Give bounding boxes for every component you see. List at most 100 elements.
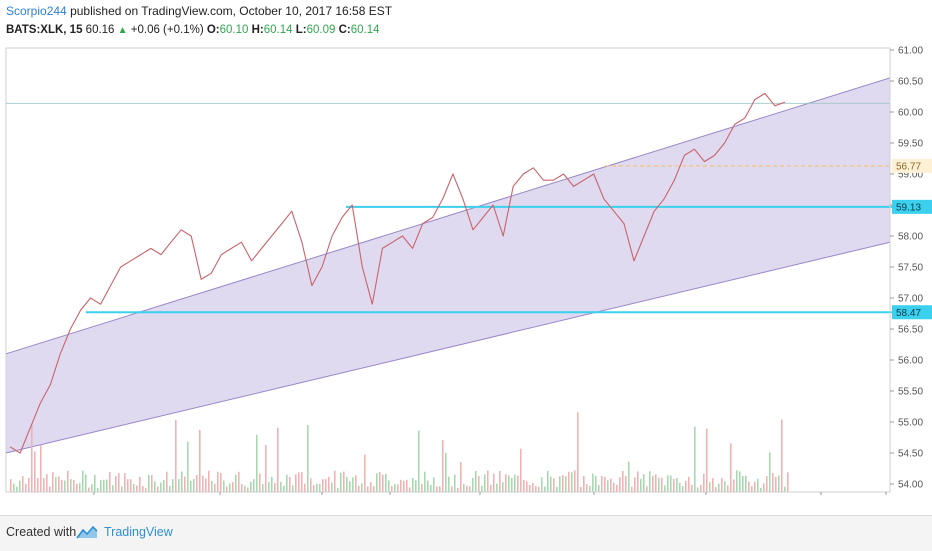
volume-bar — [130, 479, 132, 492]
volume-bar — [559, 476, 561, 492]
volume-bar — [607, 480, 609, 492]
volume-bar — [781, 419, 783, 492]
volume-bar — [415, 480, 417, 492]
volume-bar — [10, 479, 12, 492]
volume-bar — [151, 475, 153, 492]
volume-bar — [259, 473, 261, 492]
volume-bar — [22, 476, 24, 492]
volume-bar — [112, 485, 114, 492]
volume-bar — [601, 475, 603, 492]
volume-bar — [682, 486, 684, 492]
y-tick-label: 61.00 — [898, 46, 923, 57]
volume-bar — [226, 486, 228, 492]
volume-bar — [511, 477, 513, 492]
open-value: 60.10 — [219, 24, 249, 36]
volume-bar — [526, 481, 528, 492]
volume-bar — [421, 483, 423, 492]
volume-bar — [313, 485, 315, 492]
volume-bar — [385, 473, 387, 492]
volume-bar — [718, 483, 720, 492]
volume-bar — [454, 474, 456, 492]
volume-bar — [94, 474, 96, 492]
volume-bar — [103, 479, 105, 492]
volume-bar — [304, 483, 306, 492]
volume-bar — [523, 480, 525, 492]
volume-bar — [499, 470, 501, 492]
author-link[interactable]: Scorpio244 — [6, 4, 67, 18]
volume-bar — [760, 487, 762, 492]
volume-bar — [250, 481, 252, 492]
volume-bar — [79, 483, 81, 492]
volume-bar — [175, 419, 177, 492]
volume-bar — [439, 486, 441, 492]
volume-bar — [202, 475, 204, 492]
volume-bar — [481, 485, 483, 492]
volume-bar — [97, 487, 99, 492]
volume-bar — [583, 476, 585, 492]
volume-bar — [592, 473, 594, 492]
volume-bar — [754, 481, 756, 492]
volume-bar — [163, 480, 165, 492]
volume-bar — [271, 476, 273, 492]
channel-upper-line[interactable] — [5, 77, 891, 355]
volume-bar — [49, 486, 51, 492]
volume-bar — [712, 478, 714, 492]
volume-bar — [307, 425, 309, 492]
volume-bar — [616, 484, 618, 492]
volume-bar — [145, 487, 147, 492]
volume-bar — [490, 484, 492, 492]
volume-bar — [466, 485, 468, 492]
volume-bar — [244, 485, 246, 492]
volume-bar — [190, 480, 192, 492]
volume-bar — [139, 476, 141, 492]
volume-bar — [496, 483, 498, 492]
volume-bar — [448, 476, 450, 492]
volume-bar — [535, 486, 537, 492]
volume-bar — [532, 483, 534, 492]
volume-bar — [562, 475, 564, 492]
volume-bar — [274, 483, 276, 492]
volume-bar — [181, 471, 183, 492]
price-change: +0.06 (+0.1%) — [130, 24, 204, 36]
volume-bar — [658, 477, 660, 492]
volume-bar — [70, 479, 72, 492]
volume-bar — [502, 482, 504, 492]
volume-bar — [58, 476, 60, 492]
open-label: O: — [206, 24, 220, 36]
tradingview-brand[interactable]: TradingView — [104, 525, 173, 539]
volume-bar — [196, 475, 198, 492]
volume-bar — [265, 444, 267, 492]
last-price: 60.16 — [85, 24, 115, 36]
volume-bar — [67, 470, 69, 492]
volume-bar — [352, 477, 354, 492]
y-tick-label: 55.50 — [898, 387, 923, 398]
price-chart[interactable]: 61.0060.5060.0059.5059.0058.5058.0057.50… — [0, 40, 932, 495]
volume-bar — [709, 482, 711, 492]
volume-bar — [460, 462, 462, 492]
volume-bar — [565, 476, 567, 492]
volume-bar — [427, 480, 429, 492]
volume-bar — [382, 474, 384, 492]
volume-bar — [556, 486, 558, 492]
channel-lower-line[interactable] — [5, 241, 891, 454]
volume-bar — [172, 479, 174, 492]
volume-bar — [514, 474, 516, 492]
volume-bar — [322, 479, 324, 492]
volume-bar — [52, 472, 54, 492]
volume-bar — [268, 482, 270, 492]
price-tag-box — [892, 305, 932, 320]
price-series-line — [9, 92, 786, 454]
volume-bar — [247, 487, 249, 492]
volume-bar — [298, 472, 300, 492]
volume-bar — [574, 470, 576, 492]
volume-bar — [667, 475, 669, 492]
volume-bar — [328, 476, 330, 492]
volume-bar — [184, 476, 186, 492]
low-label: L: — [295, 24, 307, 36]
volume-bar — [589, 485, 591, 492]
volume-bar — [367, 486, 369, 492]
volume-bar — [508, 475, 510, 492]
volume-bar — [205, 478, 207, 492]
y-tick-label: 60.00 — [898, 108, 923, 119]
y-tick-label: 56.50 — [898, 325, 923, 336]
